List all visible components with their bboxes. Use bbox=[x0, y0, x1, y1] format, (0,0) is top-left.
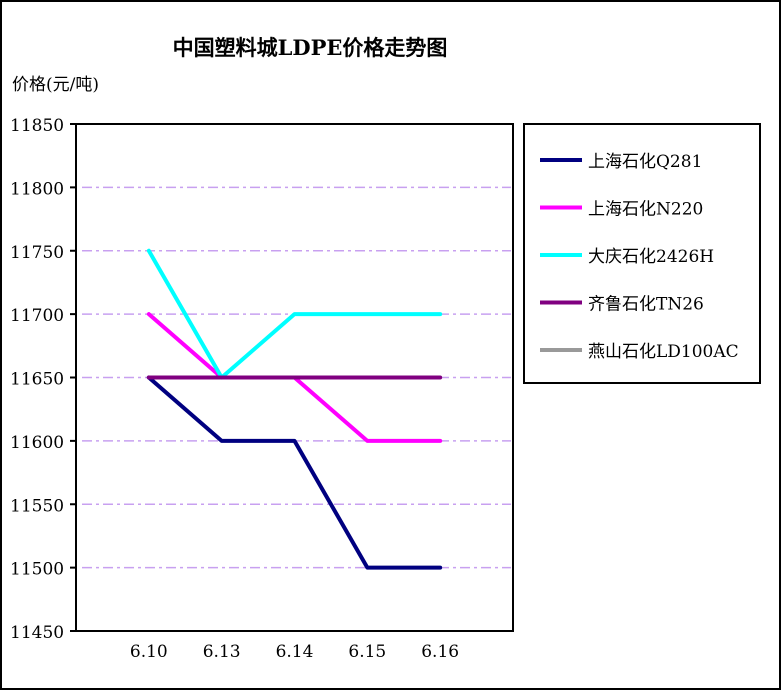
series-line bbox=[146, 248, 443, 380]
x-tick-label: 6.10 bbox=[130, 642, 168, 662]
y-tick-label: 11450 bbox=[10, 623, 64, 643]
x-tick-label: 6.16 bbox=[421, 642, 459, 662]
y-tick-label: 11650 bbox=[10, 370, 64, 390]
legend-label: 燕山石化LD100AC bbox=[588, 342, 739, 362]
x-tick-label: 6.13 bbox=[203, 642, 241, 662]
chart-title: 中国塑料城LDPE价格走势图 bbox=[173, 35, 448, 60]
y-tick-label: 11500 bbox=[10, 560, 64, 580]
legend-label: 上海石化Q281 bbox=[588, 152, 702, 172]
x-tick-label: 6.14 bbox=[276, 642, 314, 662]
y-tick-label: 11600 bbox=[10, 433, 64, 453]
series-line bbox=[146, 375, 443, 570]
legend-label: 上海石化N220 bbox=[588, 200, 703, 220]
y-tick-label: 11850 bbox=[10, 116, 64, 136]
y-tick-label: 11700 bbox=[10, 306, 64, 326]
y-tick-label: 11800 bbox=[10, 179, 64, 199]
y-tick-label: 11750 bbox=[10, 243, 64, 263]
legend-label: 齐鲁石化TN26 bbox=[588, 295, 704, 315]
x-tick-label: 6.15 bbox=[348, 642, 386, 662]
y-axis-label: 价格(元/吨) bbox=[12, 75, 99, 95]
y-tick-label: 11550 bbox=[10, 496, 64, 516]
legend-label: 大庆石化2426H bbox=[588, 247, 714, 267]
